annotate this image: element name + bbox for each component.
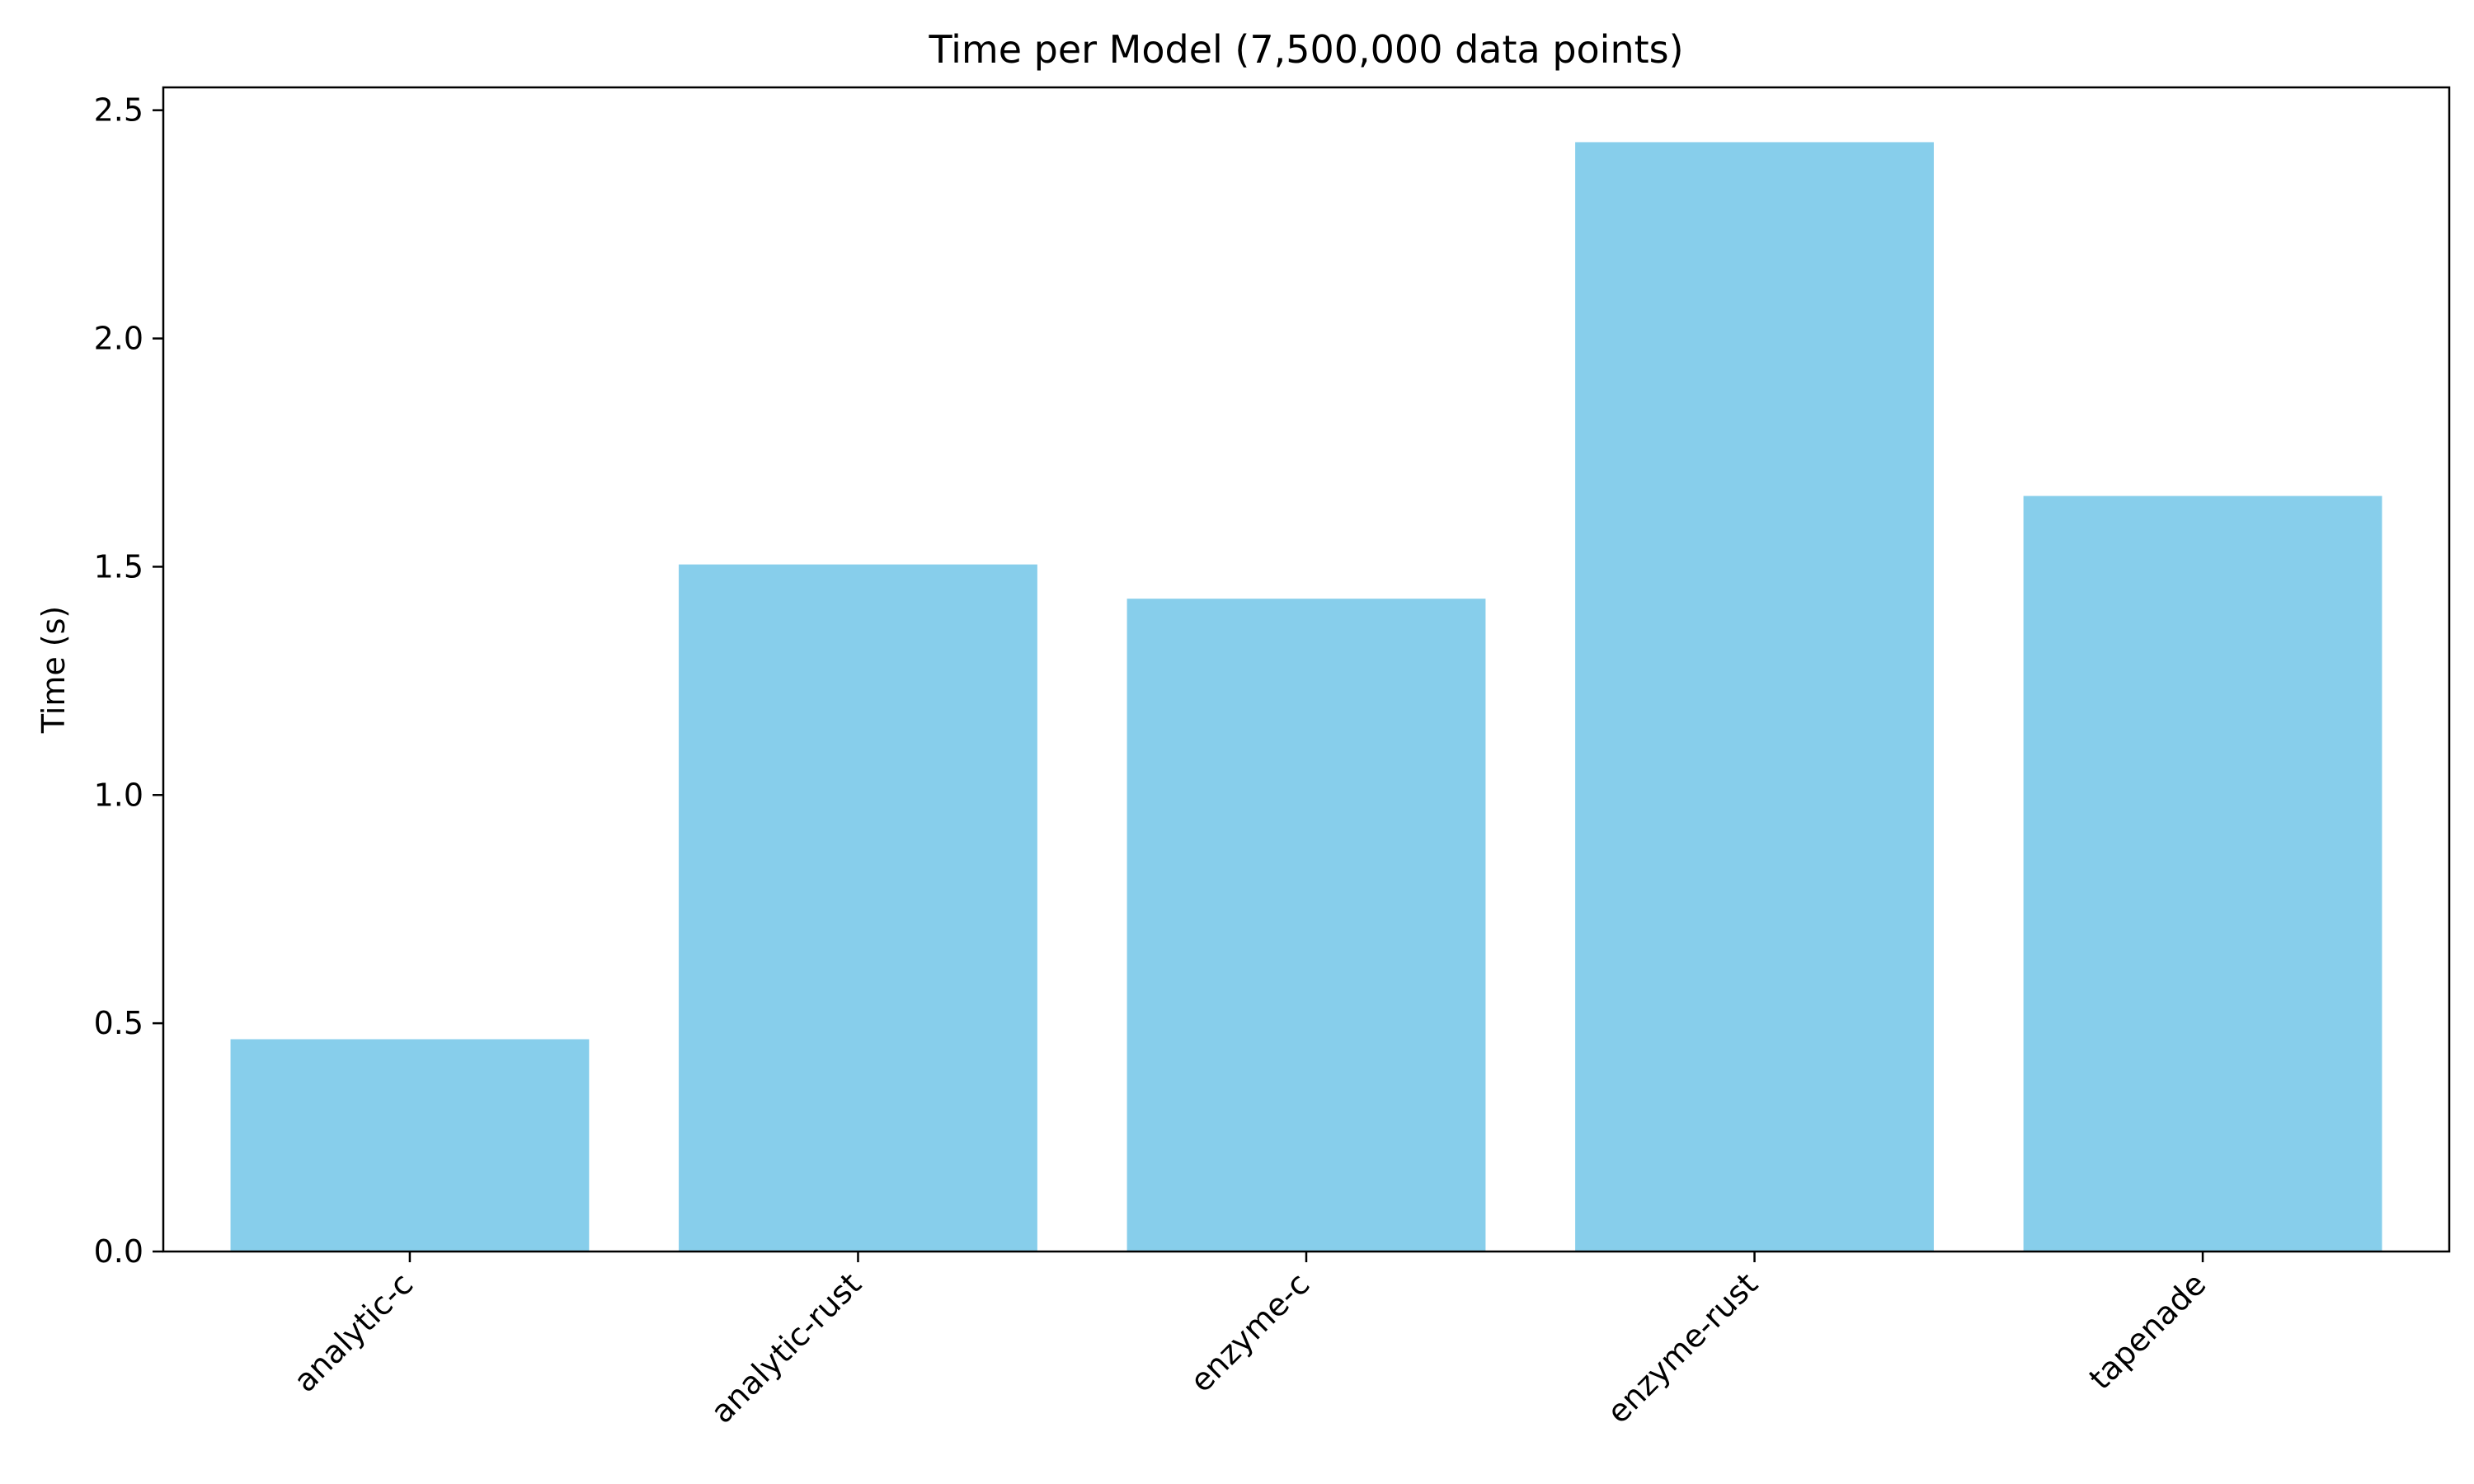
bar-analytic-rust	[679, 564, 1037, 1252]
x-tick-label: analytic-rust	[703, 1266, 868, 1430]
bar-enzyme-c	[1126, 599, 1486, 1252]
y-tick-label: 1.0	[94, 777, 143, 813]
plot-area-frame	[162, 86, 2451, 1253]
chart-title: Time per Model (7,500,000 data points)	[928, 27, 1683, 72]
bars-layer	[230, 142, 2382, 1252]
x-axis-ticks: analytic-c analytic-rust enzyme-c enzyme-ru…	[287, 1252, 2213, 1430]
y-tick-label: 1.5	[94, 548, 143, 585]
x-tick-label: enzyme-c	[1183, 1266, 1317, 1399]
bar-tapenade	[2023, 495, 2382, 1252]
y-axis-label: Time (s)	[35, 606, 72, 735]
y-axis-ticks: 0.0 0.5 1.0 1.5 2.0 2.5	[94, 92, 163, 1270]
y-tick-label: 2.0	[94, 321, 143, 357]
x-tick-label: enzyme-rust	[1600, 1266, 1765, 1430]
x-tick-label: analytic-c	[287, 1266, 421, 1399]
y-tick-label: 0.0	[94, 1233, 143, 1270]
bar-analytic-c	[230, 1039, 590, 1252]
y-tick-label: 0.5	[94, 1005, 143, 1041]
y-tick-label: 2.5	[94, 92, 143, 129]
bar-enzyme-rust	[1575, 142, 1934, 1252]
x-tick-label: tapenade	[2082, 1266, 2213, 1397]
